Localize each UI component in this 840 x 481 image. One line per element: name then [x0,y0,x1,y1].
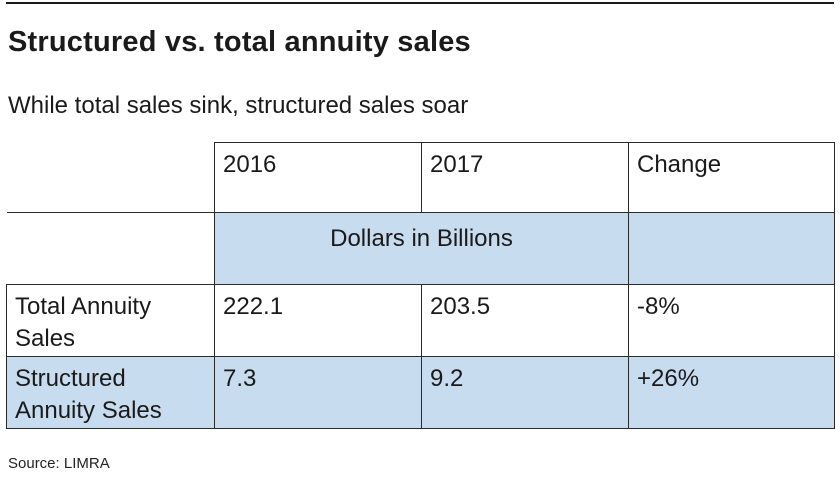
corner-cell [6,142,215,213]
chart-subtitle: While total sales sink, structured sales… [8,92,469,119]
table-row: Structured Annuity Sales 7.3 9.2 +26% [6,356,835,429]
units-label: Dollars in Billions [214,212,629,285]
top-rule [6,2,834,4]
chart-title: Structured vs. total annuity sales [8,26,471,58]
units-change-cell [628,212,835,285]
source-note: Source: LIMRA [8,455,110,472]
cell-structured-change: +26% [628,356,835,429]
sales-table: 2016 2017 Change Dollars in Billions Tot… [6,142,835,429]
column-header-2017: 2017 [421,142,629,213]
cell-structured-2016: 7.3 [214,356,422,429]
cell-total-2016: 222.1 [214,284,422,357]
row-label-structured: Structured Annuity Sales [6,356,215,429]
header-row: 2016 2017 Change [6,142,835,213]
units-corner-cell [6,212,215,285]
cell-structured-2017: 9.2 [421,356,629,429]
column-header-change: Change [628,142,835,213]
column-header-2016: 2016 [214,142,422,213]
cell-total-change: -8% [628,284,835,357]
units-row: Dollars in Billions [6,212,835,285]
table-row: Total Annuity Sales 222.1 203.5 -8% [6,284,835,357]
row-label-total: Total Annuity Sales [6,284,215,357]
cell-total-2017: 203.5 [421,284,629,357]
